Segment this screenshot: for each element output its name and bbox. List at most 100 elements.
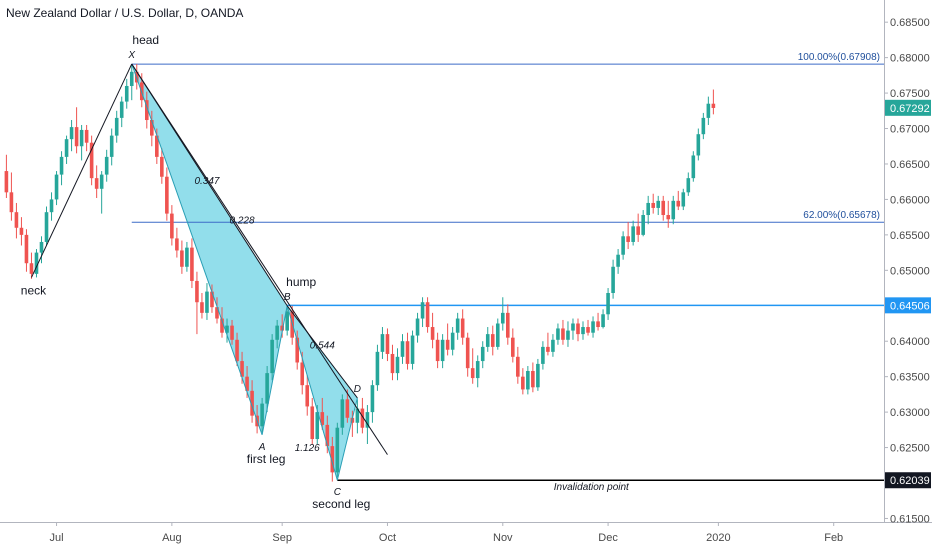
y-tick-label: 0.64000 [890, 336, 930, 348]
candle-body [475, 361, 480, 379]
point-label-x: X [127, 50, 135, 61]
candle-body [606, 293, 610, 315]
candle-body [280, 325, 284, 331]
candle-body [190, 247, 194, 281]
candle-body [54, 174, 59, 200]
candle-body [566, 330, 570, 340]
candle-body [586, 327, 590, 333]
candle-body [240, 361, 244, 377]
candle-body [435, 339, 440, 362]
candle-body [330, 446, 335, 473]
current-price-tag-bg [885, 99, 931, 116]
candle-body [64, 139, 69, 157]
candle-body [4, 171, 9, 193]
candle-body [210, 291, 214, 308]
candle-body [490, 334, 495, 347]
y-tick-label: 0.66500 [890, 159, 930, 171]
candle-body [711, 103, 716, 108]
candle-body [230, 325, 234, 340]
caption-first-leg: first leg [247, 452, 286, 466]
y-tick-label: 0.66000 [890, 194, 930, 206]
candle-body [144, 100, 149, 121]
candle-body [611, 266, 615, 294]
candle-body [395, 356, 400, 374]
candle-body [596, 321, 600, 328]
y-tick-label: 0.65000 [890, 265, 930, 277]
candle-body [676, 200, 681, 207]
candle-body [420, 302, 425, 319]
y-tick-label: 0.63000 [890, 407, 930, 419]
candle-body [410, 335, 415, 364]
candle-body [365, 412, 370, 428]
pattern-triangle-xab [131, 64, 288, 435]
candle-body [706, 103, 711, 118]
candle-body [375, 351, 380, 386]
candle-body [526, 370, 530, 390]
ratio-label: 0.347 [194, 176, 219, 187]
pattern-triangle-bcd [287, 305, 358, 481]
ratio-label: 0.228 [230, 216, 255, 227]
candle-body [465, 337, 470, 369]
candle-body [69, 127, 74, 140]
candle-body [626, 236, 630, 242]
candle-body [285, 311, 289, 331]
candle-body [19, 227, 24, 235]
candle-body [440, 339, 445, 362]
candle-body [636, 226, 640, 235]
candle-body [536, 363, 540, 388]
invalidation-price-tag-bg [885, 472, 931, 489]
pattern-leg-line [286, 305, 338, 481]
candle-body [511, 337, 515, 357]
fib-label: 100.00%(0.67908) [798, 52, 880, 63]
candle-body [405, 341, 410, 364]
candle-body [671, 200, 676, 220]
candle-body [541, 346, 545, 364]
current-price-tag: 0.67292 [890, 103, 930, 115]
candle-body [500, 312, 505, 324]
y-tick-label: 0.68000 [890, 53, 930, 65]
pattern-leg-line [261, 305, 288, 435]
candle-body [390, 353, 395, 374]
candle-body [99, 174, 104, 189]
x-tick-label: Aug [162, 532, 182, 544]
candle-body [430, 327, 435, 340]
candle-body [94, 178, 99, 189]
candle-body [245, 376, 249, 391]
candle-body [119, 101, 124, 118]
candle-body [265, 373, 269, 404]
caption-hump: hump [286, 275, 316, 289]
candle-body [225, 325, 229, 333]
candle-body [470, 368, 475, 379]
candle-body [260, 403, 264, 427]
x-tick-label: Jul [50, 532, 64, 544]
candle-body [59, 156, 64, 175]
candle-body [666, 215, 671, 220]
candle-body [200, 302, 204, 313]
candle-body [546, 346, 550, 352]
candle-body [89, 142, 94, 179]
candle-body [14, 212, 19, 228]
candle-body [551, 339, 555, 352]
point-label-d: D [354, 384, 361, 395]
invalidation-price-tag: 0.62039 [890, 475, 930, 487]
candle-body [250, 390, 254, 416]
x-tick-label: Oct [379, 532, 396, 544]
candle-body [195, 280, 199, 303]
candle-body [160, 156, 164, 177]
candle-body [480, 346, 485, 362]
candle-body [516, 356, 520, 377]
candle-body [571, 323, 575, 331]
candle-body [29, 263, 34, 274]
pattern-leg-line [336, 397, 358, 481]
candle-body [109, 135, 114, 157]
candle-body [155, 135, 159, 157]
candle-body [641, 215, 645, 235]
ratio-label: 0.544 [310, 340, 335, 351]
point-label-c: C [334, 487, 342, 498]
candle-body [360, 408, 365, 428]
candle-body [175, 238, 179, 251]
candle-body [656, 200, 661, 208]
candle-body [581, 327, 585, 335]
